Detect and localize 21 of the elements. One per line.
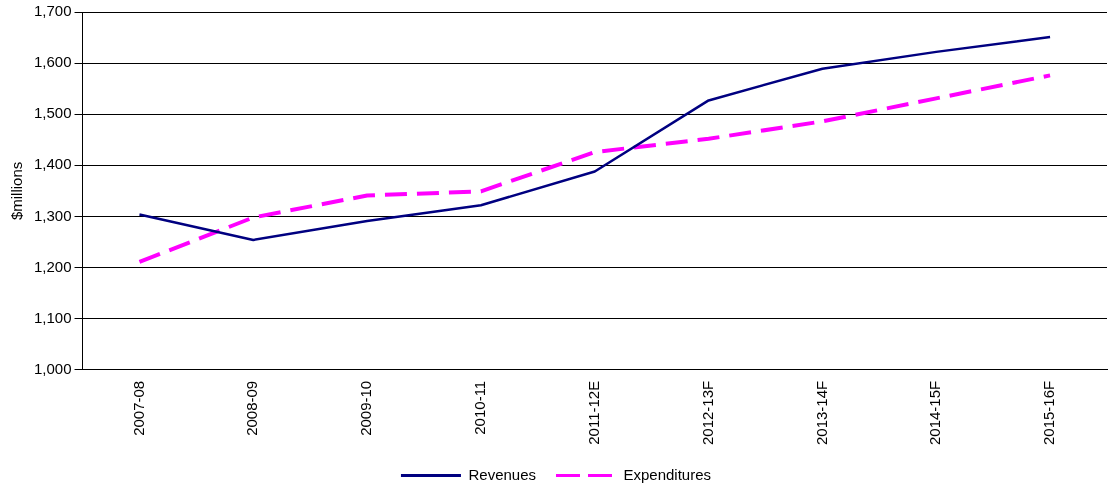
x-tick-label: 2009-10 (357, 380, 375, 436)
y-axis-title: $millions (8, 161, 26, 221)
line-series (137, 73, 1053, 264)
y-tick-label: 1,000 (33, 359, 72, 377)
x-tick-label: 2013-14F (812, 380, 830, 446)
y-tick-label: 1,400 (33, 155, 72, 173)
x-tick-label: 2007-08 (129, 380, 147, 436)
y-tick-label: 1,600 (33, 53, 72, 71)
y-tick-label: 1,100 (33, 308, 72, 326)
x-tick-label: 2012-13F (698, 380, 716, 446)
y-tick-label: 1,200 (33, 257, 72, 275)
x-tick-label: 2014-15F (926, 380, 944, 446)
x-tick-label: 2008-09 (243, 380, 261, 436)
x-tick-label: 2015-16F (1040, 380, 1058, 446)
legend-label: Expenditures (623, 465, 712, 483)
x-tick-label: 2011-12E (584, 380, 602, 445)
x-tick-label: 2010-11 (471, 380, 489, 435)
y-tick-label: 1,500 (33, 104, 72, 122)
y-tick-label: 1,700 (33, 2, 72, 20)
y-tick-label: 1,300 (33, 206, 72, 224)
legend-label: Revenues (468, 465, 536, 483)
